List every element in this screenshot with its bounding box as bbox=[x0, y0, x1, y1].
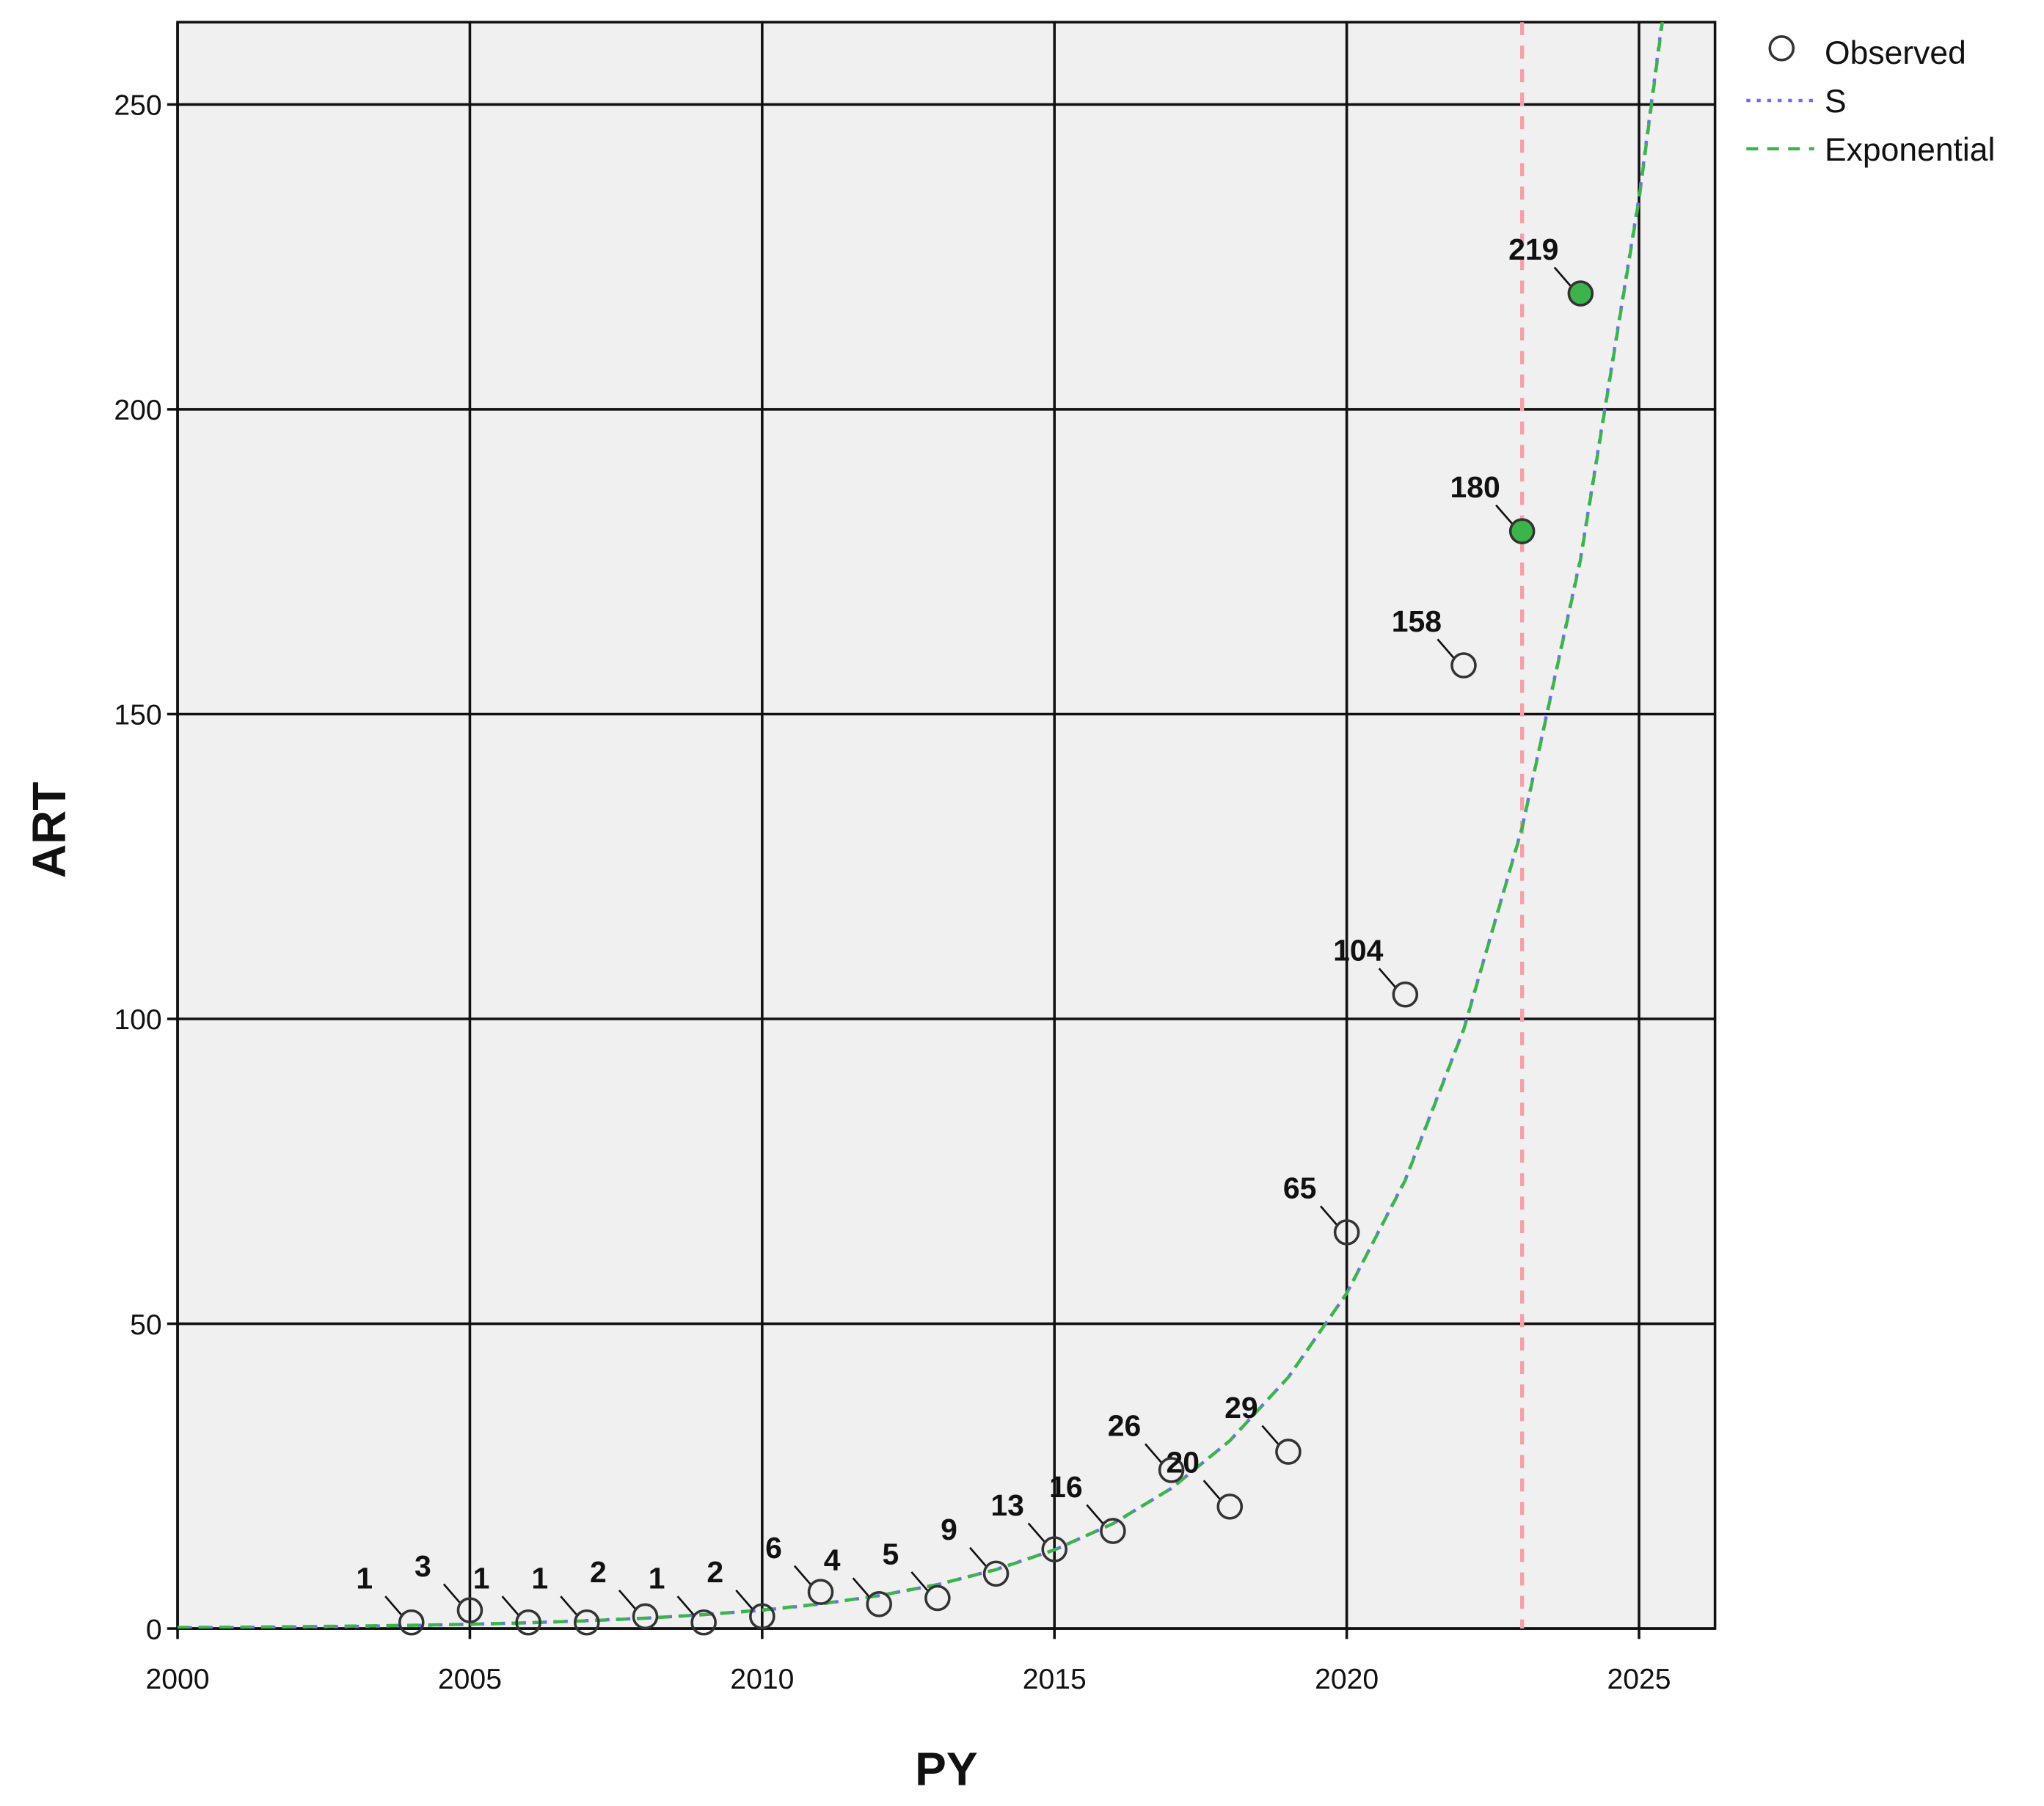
point bbox=[1158, 1457, 1185, 1483]
y-tick-label: 150 bbox=[114, 700, 161, 731]
point bbox=[1216, 1494, 1244, 1520]
leader-line bbox=[1261, 1425, 1280, 1447]
data-label: 3 bbox=[415, 1549, 431, 1583]
y-tick-label: 0 bbox=[146, 1614, 162, 1645]
leader-line bbox=[910, 1571, 930, 1593]
plot-frame bbox=[176, 21, 1717, 1630]
data-label: 29 bbox=[1224, 1391, 1258, 1425]
fit-line bbox=[178, 22, 1664, 1629]
data-label: 2 bbox=[707, 1555, 723, 1589]
point bbox=[924, 1584, 951, 1612]
legend-label: S bbox=[1825, 84, 1847, 120]
leader-line bbox=[968, 1546, 988, 1568]
data-label: 65 bbox=[1283, 1171, 1317, 1205]
point bbox=[515, 1609, 541, 1636]
data-label: 13 bbox=[990, 1488, 1024, 1522]
point bbox=[866, 1591, 892, 1617]
point bbox=[1041, 1536, 1068, 1562]
x-tick-label: 2015 bbox=[1023, 1664, 1087, 1695]
leader-line bbox=[676, 1595, 696, 1617]
point bbox=[1508, 518, 1536, 544]
data-label: 1 bbox=[531, 1562, 548, 1595]
point bbox=[807, 1579, 834, 1605]
data-label: 20 bbox=[1166, 1446, 1200, 1480]
leader-line bbox=[852, 1577, 871, 1598]
point bbox=[456, 1597, 483, 1623]
x-tick-label: 2010 bbox=[730, 1664, 794, 1695]
data-label: 16 bbox=[1049, 1470, 1083, 1504]
point bbox=[632, 1603, 659, 1630]
leader-line bbox=[1027, 1522, 1046, 1544]
leader-line bbox=[735, 1589, 754, 1611]
data-label: 5 bbox=[882, 1537, 899, 1571]
y-tick-label: 50 bbox=[130, 1309, 162, 1341]
x-tick-label: 2020 bbox=[1315, 1664, 1379, 1695]
data-label: 104 bbox=[1333, 934, 1384, 968]
leader-line bbox=[442, 1583, 461, 1605]
data-label: 180 bbox=[1450, 470, 1500, 504]
leader-line bbox=[1553, 266, 1572, 288]
leader-line bbox=[501, 1595, 520, 1617]
leader-line bbox=[1437, 638, 1456, 659]
x-tick-label: 2005 bbox=[438, 1664, 502, 1695]
data-label: 6 bbox=[765, 1531, 782, 1565]
data-label: 1 bbox=[473, 1562, 490, 1595]
data-label: 9 bbox=[941, 1513, 957, 1546]
point bbox=[398, 1609, 425, 1636]
leader-line bbox=[1086, 1504, 1105, 1526]
point bbox=[1450, 652, 1477, 679]
point bbox=[982, 1560, 1010, 1587]
leader-line bbox=[1495, 504, 1514, 526]
data-label: 2 bbox=[590, 1555, 607, 1589]
y-tick-label: 250 bbox=[114, 90, 161, 122]
point bbox=[690, 1609, 717, 1636]
plot-layer bbox=[178, 22, 1664, 1629]
point bbox=[1392, 981, 1419, 1008]
y-axis-title: ART bbox=[23, 782, 76, 879]
data-label: 1 bbox=[649, 1562, 665, 1595]
leader-line bbox=[1378, 968, 1397, 989]
point bbox=[1567, 280, 1594, 307]
data-label: 4 bbox=[824, 1543, 841, 1577]
point bbox=[574, 1609, 600, 1636]
y-tick-label: 100 bbox=[114, 1004, 161, 1036]
y-tick-label: 200 bbox=[114, 395, 161, 426]
plot-area bbox=[178, 22, 1715, 1629]
data-label: 158 bbox=[1392, 604, 1442, 638]
point bbox=[1100, 1518, 1126, 1544]
legend-label: Exponential bbox=[1825, 132, 1995, 168]
x-tick-label: 2025 bbox=[1607, 1664, 1671, 1695]
point bbox=[749, 1603, 775, 1630]
x-axis-title: PY bbox=[915, 1743, 977, 1796]
data-label: 26 bbox=[1108, 1409, 1142, 1443]
leader-line bbox=[618, 1589, 638, 1611]
legend-marker bbox=[1768, 35, 1795, 62]
data-label: 219 bbox=[1508, 233, 1558, 266]
data-label: 1 bbox=[356, 1562, 373, 1595]
point bbox=[1275, 1438, 1302, 1465]
leader-line bbox=[384, 1595, 404, 1617]
leader-line bbox=[1320, 1205, 1339, 1226]
leader-line bbox=[1144, 1443, 1164, 1464]
x-tick-label: 2000 bbox=[146, 1664, 210, 1695]
leader-line bbox=[793, 1565, 813, 1587]
legend-label: Observed bbox=[1825, 35, 1966, 71]
leader-line bbox=[1202, 1480, 1222, 1501]
leader-line bbox=[560, 1595, 579, 1617]
point bbox=[1333, 1219, 1360, 1246]
